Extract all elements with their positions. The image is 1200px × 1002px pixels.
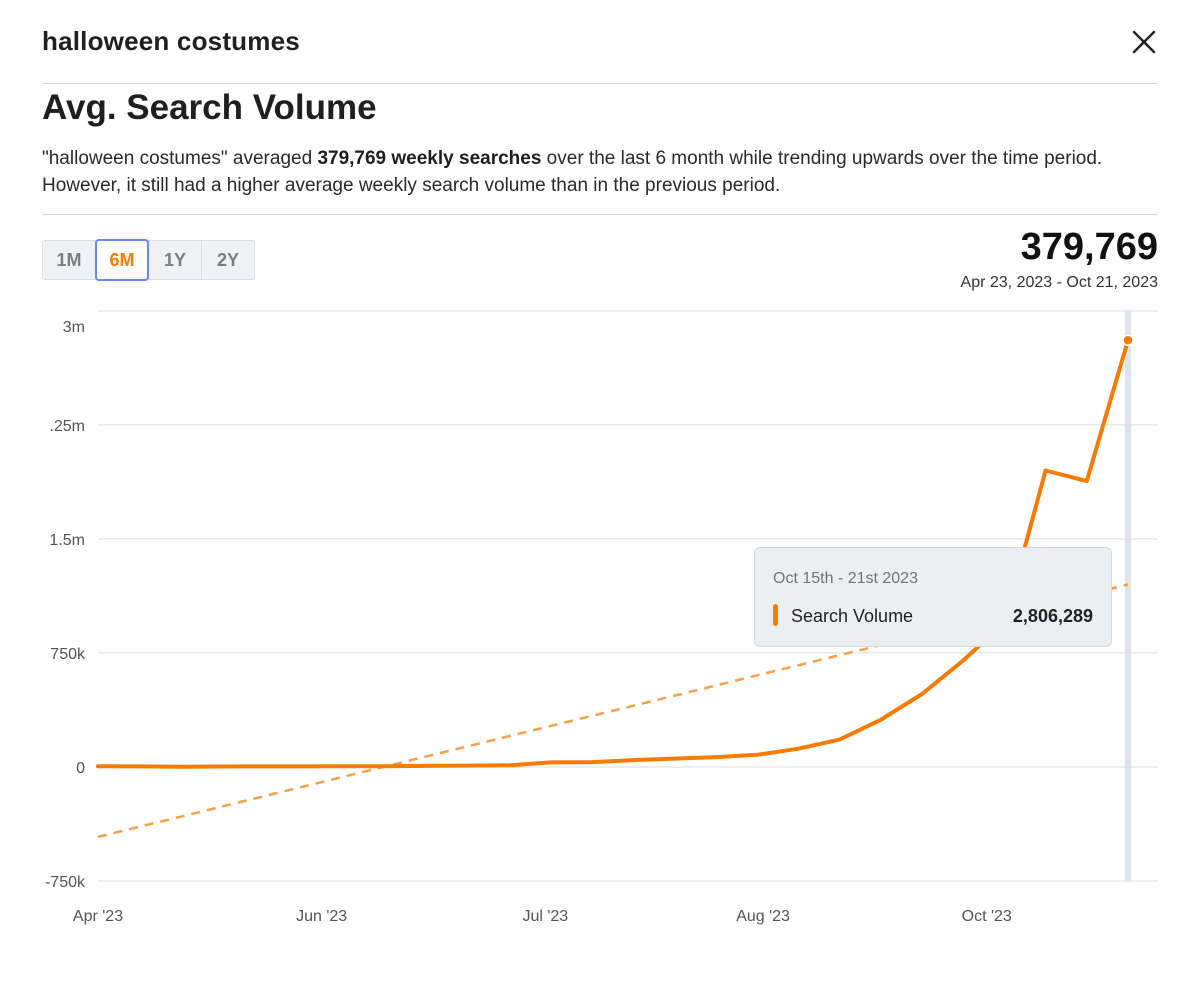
range-option-6m[interactable]: 6M — [95, 239, 149, 281]
desc-suffix: over the last 6 month while trending upw… — [42, 148, 1103, 196]
average-value: 379,769 — [1020, 226, 1158, 268]
y-tick-label: 1.5m — [49, 532, 85, 549]
range-option-2y[interactable]: 2Y — [201, 240, 255, 280]
date-range: Apr 23, 2023 - Oct 21, 2023 — [960, 274, 1158, 291]
y-tick-label: 3m — [63, 319, 85, 336]
y-tick-label: 750k — [50, 646, 86, 663]
series-line-search-volume — [96, 338, 1130, 769]
tooltip-series-swatch — [773, 604, 778, 626]
x-tick-label: Apr '23 — [73, 908, 123, 925]
desc-prefix: "halloween costumes" averaged — [42, 148, 318, 169]
hover-highlight-bar — [1125, 311, 1131, 881]
description-divider — [42, 214, 1158, 215]
header-divider — [42, 83, 1158, 84]
keyword-title: halloween costumes — [42, 26, 300, 56]
x-tick-label: Jul '23 — [522, 908, 568, 925]
x-tick-label: Jun '23 — [296, 908, 347, 925]
highlighted-point — [1122, 334, 1134, 346]
y-tick-label: 0 — [76, 760, 85, 777]
x-tick-label: Aug '23 — [736, 908, 790, 925]
search-volume-chart[interactable]: 3m .25m 1.5m 750k 0 -750k Apr '23 Jun '23 Jul '2… — [0, 300, 1200, 940]
close-icon[interactable] — [1128, 26, 1160, 58]
section-heading: Avg. Search Volume — [42, 88, 377, 127]
x-tick-label: Oct '23 — [962, 908, 1012, 925]
range-option-1m[interactable]: 1M — [42, 240, 96, 280]
desc-highlight: 379,769 weekly searches — [317, 148, 542, 169]
y-tick-label: -750k — [45, 874, 86, 891]
range-option-1y[interactable]: 1Y — [148, 240, 202, 280]
section-description: "halloween costumes" averaged 379,769 we… — [42, 145, 1152, 199]
chart-tooltip: Oct 15th - 21st 2023 Search Volume 2,806… — [754, 547, 1112, 647]
tooltip-value: 2,806,289 — [1012, 606, 1093, 626]
range-selector: 1M 6M 1Y 2Y — [42, 239, 255, 282]
tooltip-series-name: Search Volume — [791, 606, 914, 626]
y-tick-label: .25m — [49, 418, 85, 435]
tooltip-date: Oct 15th - 21st 2023 — [773, 570, 918, 587]
